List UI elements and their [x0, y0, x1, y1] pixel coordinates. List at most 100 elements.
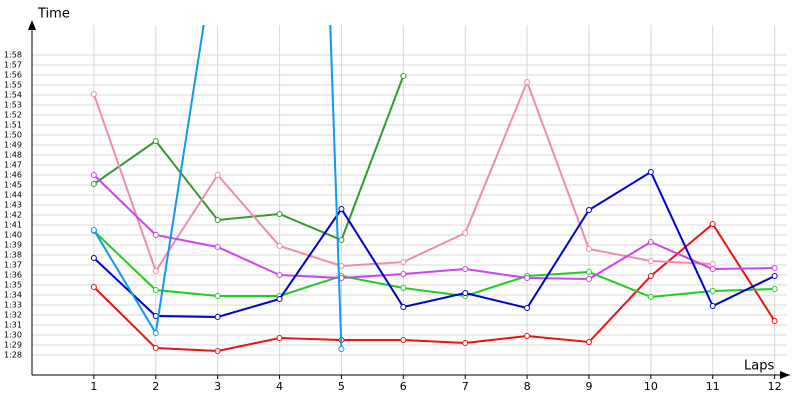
y-tick-label: 1:58 [4, 51, 22, 60]
y-arrow [28, 20, 36, 30]
y-tick-label: 1:47 [4, 161, 22, 170]
point [524, 275, 531, 281]
point [647, 273, 654, 279]
point [462, 266, 469, 272]
point [90, 255, 97, 261]
point [90, 284, 97, 290]
point [709, 266, 716, 272]
y-tick-label: 1:36 [4, 271, 22, 280]
y-tick-label: 1:56 [4, 71, 22, 80]
point [338, 263, 345, 269]
point [152, 138, 159, 144]
y-tick-label: 1:44 [4, 191, 22, 200]
y-tick-label: 1:57 [4, 61, 22, 70]
y-tick-label: 1:45 [4, 181, 22, 190]
point [338, 346, 345, 352]
y-tick-label: 1:46 [4, 171, 22, 180]
x-axis-label: Laps [744, 359, 774, 374]
point [709, 303, 716, 309]
point [276, 272, 283, 278]
point [462, 290, 469, 296]
point [214, 244, 221, 250]
point [90, 181, 97, 187]
point [400, 285, 407, 291]
point [709, 221, 716, 227]
point [585, 339, 592, 345]
y-tick-label: 1:34 [4, 291, 22, 300]
point [338, 237, 345, 243]
point [400, 337, 407, 343]
point [400, 271, 407, 277]
point [771, 318, 778, 324]
series-line [93, 230, 775, 299]
y-tick-label: 1:50 [4, 131, 22, 140]
point [462, 230, 469, 236]
point [647, 294, 654, 300]
point [585, 207, 592, 213]
point [152, 232, 159, 238]
point [276, 335, 283, 341]
point [771, 265, 778, 271]
point [214, 172, 221, 178]
y-tick-label: 1:51 [4, 121, 22, 130]
point [462, 340, 469, 346]
y-tick-label: 1:52 [4, 111, 22, 120]
y-tick-label: 1:42 [4, 211, 22, 220]
y-tick-label: 1:28 [4, 351, 22, 360]
y-tick-label: 1:37 [4, 261, 22, 270]
point [585, 276, 592, 282]
point [709, 261, 716, 267]
point [90, 91, 97, 97]
x-tick-label: 2 [152, 380, 159, 393]
point [152, 330, 159, 336]
point [400, 73, 407, 79]
point [524, 333, 531, 339]
point [276, 296, 283, 302]
point [709, 288, 716, 294]
y-tick-label: 1:33 [4, 301, 22, 310]
y-tick-label: 1:54 [4, 91, 22, 100]
point [647, 239, 654, 245]
series-line [93, 25, 343, 350]
x-tick-label: 6 [400, 380, 407, 393]
point [214, 314, 221, 320]
x-tick-label: 9 [585, 380, 592, 393]
point [90, 227, 97, 233]
x-tick-label: 3 [214, 380, 221, 393]
point [214, 293, 221, 299]
point [152, 345, 159, 351]
point [647, 258, 654, 264]
y-tick-label: 1:43 [4, 201, 22, 210]
y-tick-label: 1:39 [4, 241, 22, 250]
point [152, 287, 159, 293]
point [524, 79, 531, 85]
series-line [93, 75, 405, 242]
series-line [93, 174, 775, 281]
y-tick-label: 1:49 [4, 141, 22, 150]
point [152, 268, 159, 274]
y-tick-label: 1:30 [4, 331, 22, 340]
point [214, 348, 221, 354]
point [585, 246, 592, 252]
point [771, 286, 778, 292]
point [524, 305, 531, 311]
point [338, 206, 345, 212]
x-tick-label: 8 [524, 380, 531, 393]
x-tick-label: 11 [706, 380, 720, 393]
y-tick-label: 1:29 [4, 341, 22, 350]
point [771, 273, 778, 279]
y-tick-label: 1:35 [4, 281, 22, 290]
y-tick-label: 1:40 [4, 231, 22, 240]
point [276, 211, 283, 217]
x-tick-label: 1 [90, 380, 97, 393]
point [400, 259, 407, 265]
x-tick-label: 4 [276, 380, 283, 393]
y-tick-label: 1:41 [4, 221, 22, 230]
point [400, 304, 407, 310]
y-tick-label: 1:53 [4, 101, 22, 110]
x-tick-label: 5 [338, 380, 345, 393]
x-arrow [780, 371, 790, 379]
x-tick-label: 10 [644, 380, 658, 393]
point [647, 169, 654, 175]
